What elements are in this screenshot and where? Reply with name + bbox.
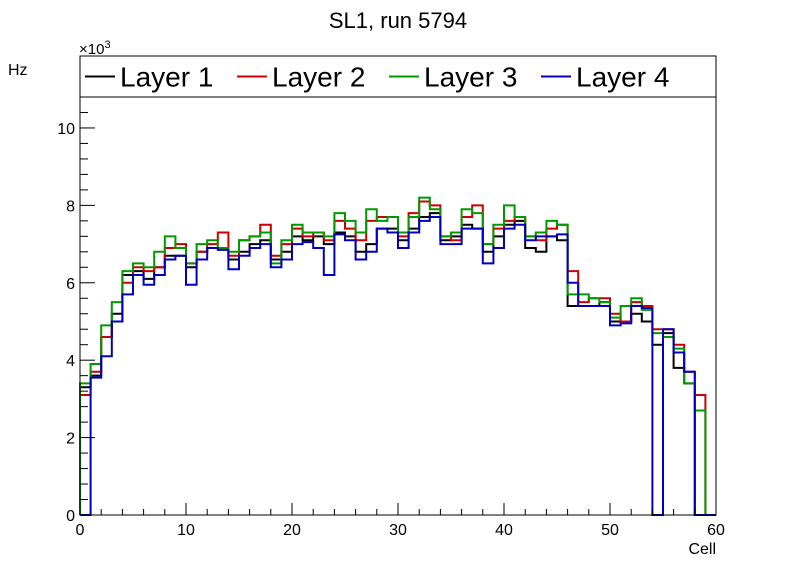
axes-group: 0 10 20 30 40 50 60 0 2 4 6 8 10 <box>57 96 725 539</box>
y-axis-multiplier-exponent: 3 <box>104 39 110 51</box>
x-tick-label: 60 <box>707 522 725 539</box>
y-tick-label: 4 <box>66 353 75 370</box>
y-tick-label: 2 <box>66 431 75 448</box>
x-tick-label: 0 <box>76 522 85 539</box>
chart-title: SL1, run 5794 <box>329 8 467 33</box>
series-line-layer-4 <box>80 215 716 516</box>
x-tick-label: 30 <box>389 522 407 539</box>
legend-label-layer-3: Layer 3 <box>424 62 517 93</box>
x-tick-label: 40 <box>495 522 513 539</box>
x-tick-label: 50 <box>601 522 619 539</box>
x-tick-label: 20 <box>283 522 301 539</box>
y-axis-multiplier-base: ×10 <box>79 41 104 58</box>
x-tick-label: 10 <box>177 522 195 539</box>
y-tick-label: 0 <box>66 508 75 525</box>
y-tick-label: 8 <box>66 198 75 215</box>
legend-label-layer-2: Layer 2 <box>272 62 365 93</box>
y-tick-label: 10 <box>57 121 75 138</box>
x-axis-title: Cell <box>688 541 716 558</box>
legend-label-layer-1: Layer 1 <box>120 62 213 93</box>
legend-label-layer-4: Layer 4 <box>576 62 669 93</box>
legend: Layer 1 Layer 2 Layer 3 Layer 4 <box>79 55 717 98</box>
y-axis-multiplier: ×103 <box>79 39 111 58</box>
y-tick-label: 6 <box>66 276 75 293</box>
y-axis-title: Hz <box>8 62 28 79</box>
series-group <box>79 196 716 516</box>
